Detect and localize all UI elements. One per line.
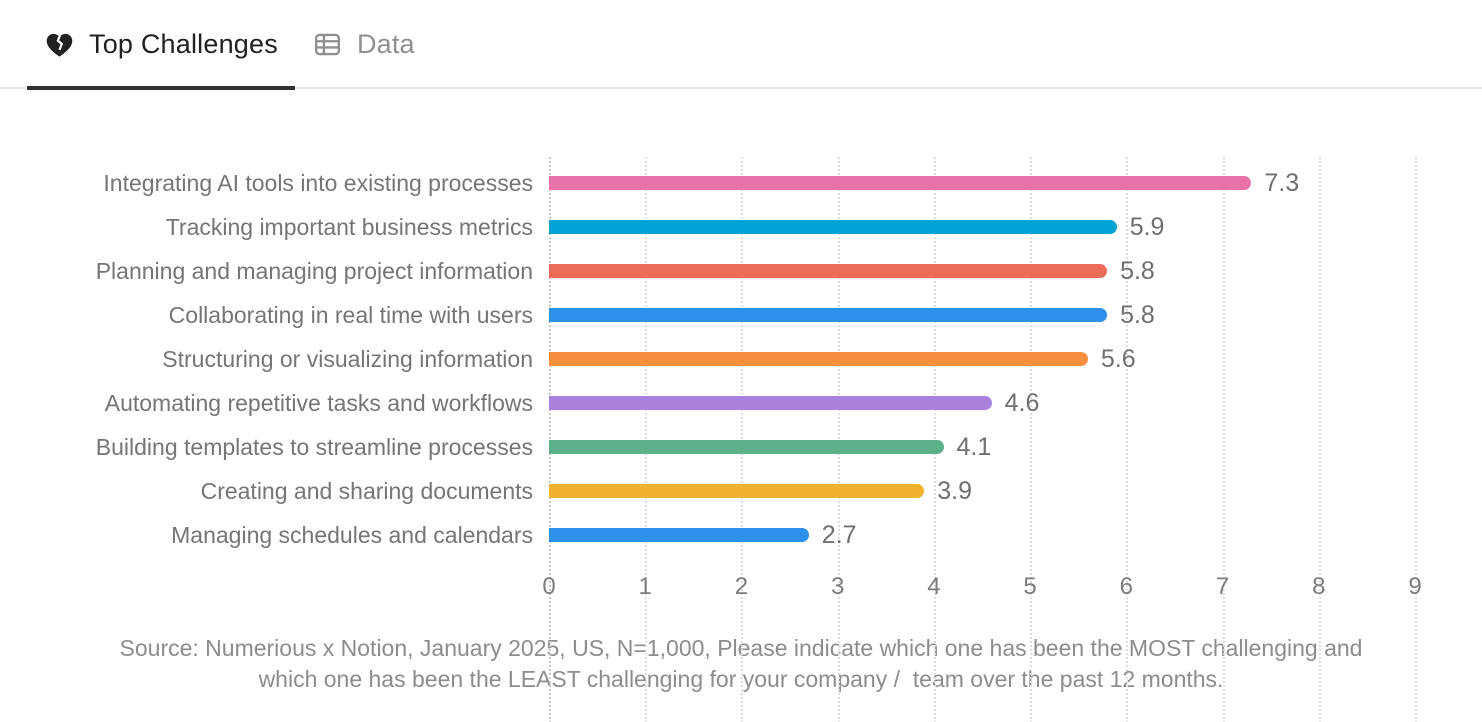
bar-row: Building templates to streamline process… xyxy=(0,425,1482,469)
bar-row: Automating repetitive tasks and workflow… xyxy=(0,381,1482,425)
bar-track: 3.9 xyxy=(549,469,972,513)
value-label: 5.8 xyxy=(1120,300,1155,329)
value-label: 2.7 xyxy=(821,520,857,549)
value-label: 4.6 xyxy=(1004,388,1040,417)
bar-track: 2.7 xyxy=(549,513,857,557)
gridline xyxy=(1318,157,1321,722)
bar[interactable] xyxy=(549,176,1252,190)
tabbar-divider xyxy=(0,87,1482,89)
bar[interactable] xyxy=(549,220,1117,234)
bar[interactable] xyxy=(549,440,944,454)
gridline xyxy=(933,157,936,722)
bar-row: Managing schedules and calendars 2.7 xyxy=(0,513,1482,557)
bar-row: Creating and sharing documents 3.9 xyxy=(0,469,1482,513)
tab-data[interactable]: Data xyxy=(295,0,432,89)
value-label: 5.6 xyxy=(1100,344,1136,373)
category-label: Tracking important business metrics xyxy=(165,213,533,240)
tab-bar: Top Challenges Data xyxy=(0,0,1482,90)
bar[interactable] xyxy=(549,352,1088,366)
bar-row: Planning and managing project informatio… xyxy=(0,249,1482,293)
table-icon xyxy=(312,29,343,60)
axis-tick-label: 2 xyxy=(734,573,749,600)
bar-track: 5.8 xyxy=(549,249,1155,293)
source-line-1: Source: Numerious x Notion, January 2025… xyxy=(119,635,1363,661)
tab-data-label: Data xyxy=(356,29,415,59)
value-label: 5.9 xyxy=(1129,212,1165,241)
category-label: Planning and managing project informatio… xyxy=(95,257,533,284)
bar-row: Collaborating in real time with users 5.8 xyxy=(0,293,1482,337)
axis-tick-label: 8 xyxy=(1312,573,1326,600)
category-label: Creating and sharing documents xyxy=(200,477,533,504)
broken-heart-icon xyxy=(44,29,75,60)
gridlines xyxy=(549,157,1417,722)
category-label: Collaborating in real time with users xyxy=(168,301,533,328)
axis-tick-label: 1 xyxy=(638,573,652,600)
x-axis: 0 1 2 3 4 5 6 7 8 9 xyxy=(542,573,1421,607)
axis-tick-label: 0 xyxy=(542,573,556,600)
source-line-2: which one has been the LEAST challenging… xyxy=(258,666,1224,692)
value-label: 3.9 xyxy=(937,476,973,505)
axis-tick-label: 9 xyxy=(1408,573,1422,600)
category-label: Structuring or visualizing information xyxy=(162,345,533,372)
gridline xyxy=(837,157,840,722)
category-label: Building templates to streamline process… xyxy=(95,433,533,460)
bar-track: 7.3 xyxy=(549,161,1299,205)
axis-tick-label: 6 xyxy=(1119,573,1134,600)
bar-track: 4.1 xyxy=(549,425,991,469)
bar[interactable] xyxy=(549,528,809,542)
value-label: 7.3 xyxy=(1264,168,1300,197)
bar-row: Structuring or visualizing information 5.… xyxy=(0,337,1482,381)
bar-track: 4.6 xyxy=(549,381,1039,425)
bar[interactable] xyxy=(549,484,925,498)
gridline xyxy=(1030,157,1033,722)
bar-chart: Integrating AI tools into existing proce… xyxy=(0,157,1482,722)
axis-tick-label: 4 xyxy=(927,573,941,600)
source-note: Source: Numerious x Notion, January 2025… xyxy=(0,633,1482,695)
gridline xyxy=(1126,157,1129,722)
axis-tick-label: 5 xyxy=(1023,573,1037,600)
bar-track: 5.8 xyxy=(549,293,1155,337)
gridline xyxy=(549,157,551,722)
bar-track: 5.9 xyxy=(549,205,1164,249)
bar-rows: Integrating AI tools into existing proce… xyxy=(0,161,1482,557)
value-label: 4.1 xyxy=(956,432,992,461)
bar-track: 5.6 xyxy=(549,337,1136,381)
active-tab-underline xyxy=(27,86,295,90)
gridline xyxy=(645,157,648,722)
category-label: Automating repetitive tasks and workflow… xyxy=(104,389,533,416)
value-label: 5.8 xyxy=(1120,256,1155,285)
axis-tick-label: 3 xyxy=(830,573,845,600)
bar[interactable] xyxy=(549,308,1108,322)
bar-row: Integrating AI tools into existing proce… xyxy=(0,161,1482,205)
bar[interactable] xyxy=(549,264,1108,278)
gridline xyxy=(1222,157,1225,722)
category-label: Managing schedules and calendars xyxy=(171,521,533,548)
category-label: Integrating AI tools into existing proce… xyxy=(103,169,533,196)
tab-top-challenges[interactable]: Top Challenges xyxy=(27,0,295,90)
bar[interactable] xyxy=(549,396,992,410)
gridline xyxy=(741,157,744,722)
gridline xyxy=(1415,157,1417,722)
bar-row: Tracking important business metrics 5.9 xyxy=(0,205,1482,249)
tab-top-challenges-label: Top Challenges xyxy=(89,29,278,59)
axis-tick-label: 7 xyxy=(1215,573,1230,600)
